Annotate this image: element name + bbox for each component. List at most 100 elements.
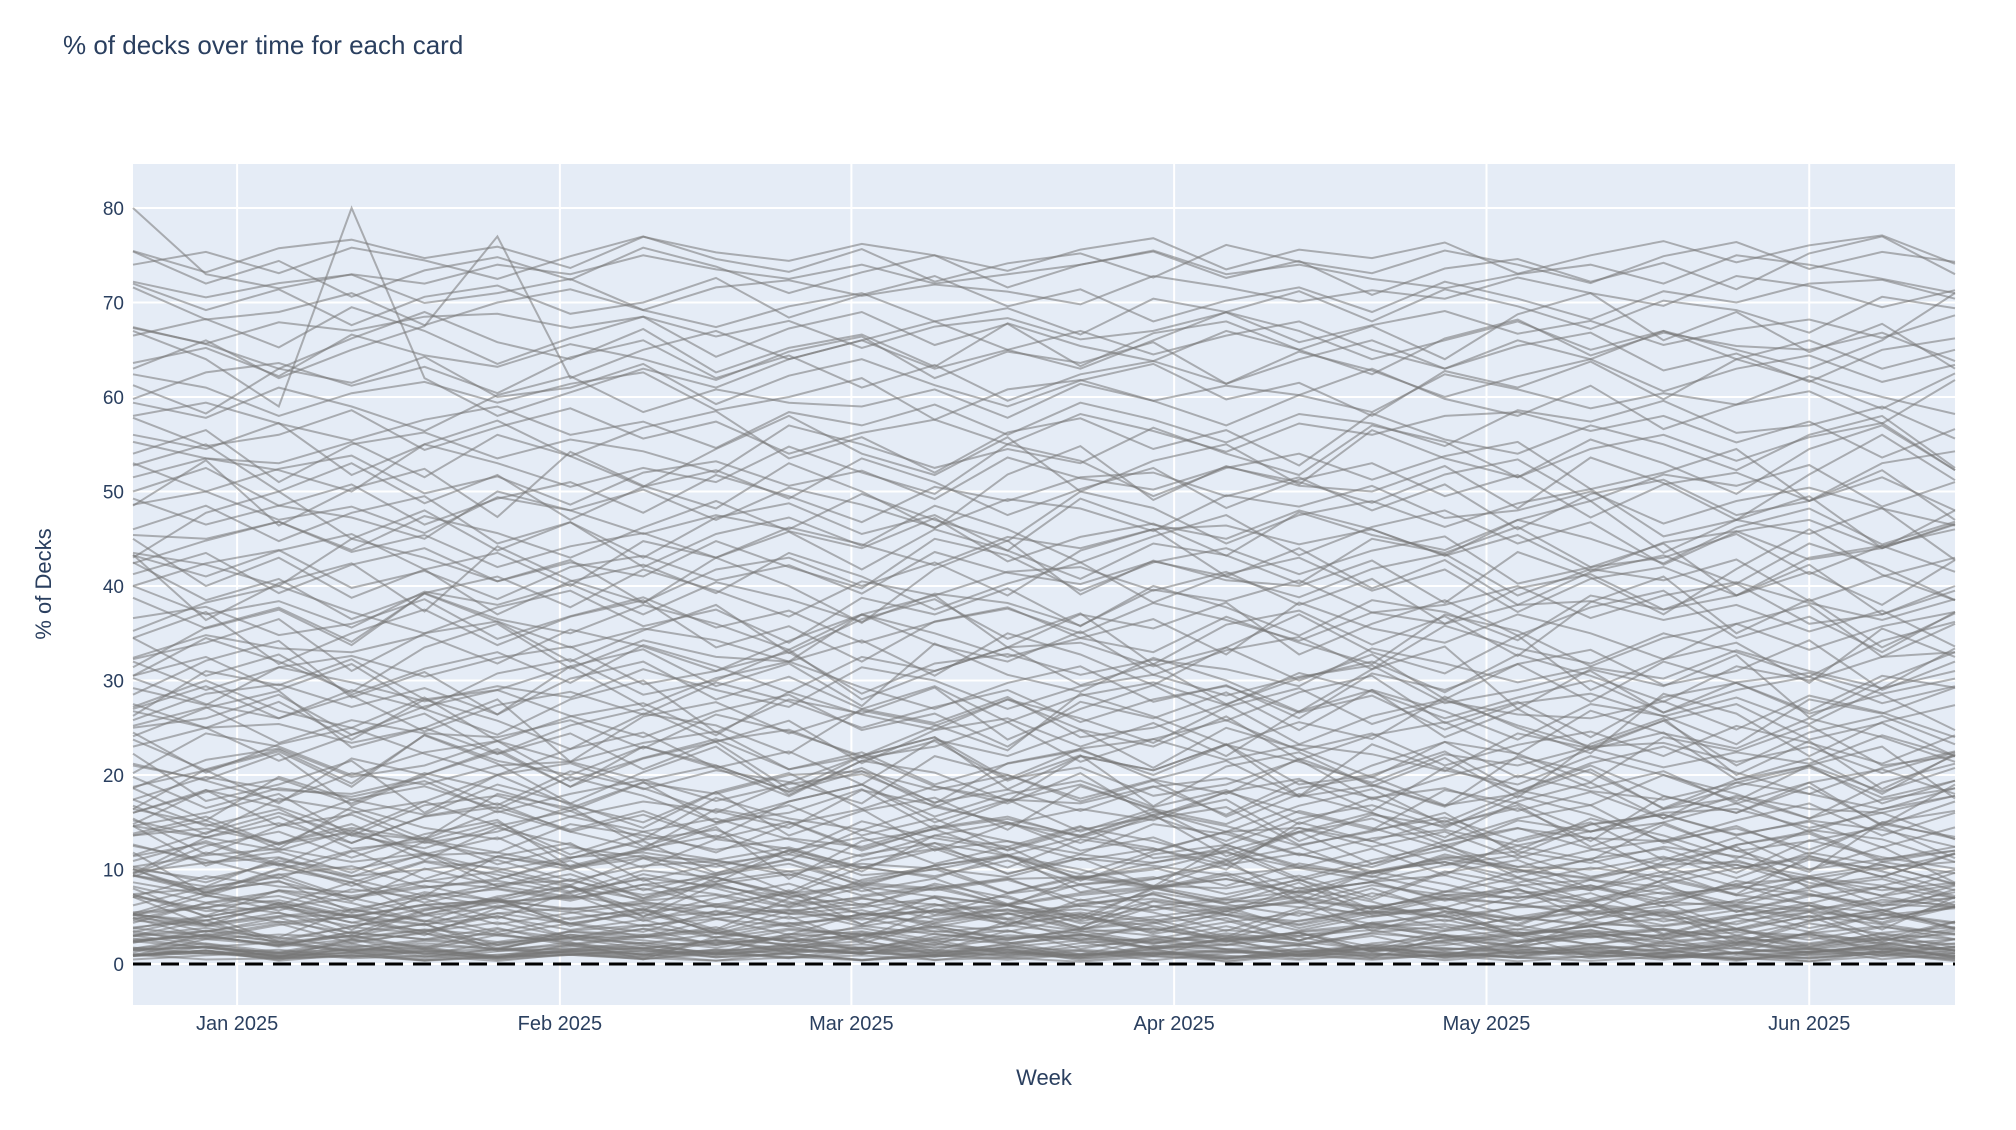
series-line xyxy=(132,839,1956,880)
series-line xyxy=(132,582,1956,644)
x-tick-label: Jun 2025 xyxy=(1768,1013,1850,1035)
x-axis-title: Week xyxy=(1016,1065,1072,1090)
series-line xyxy=(132,787,1956,837)
series-line xyxy=(132,698,1956,763)
series-line xyxy=(132,858,1956,907)
series-line xyxy=(132,207,1956,295)
series-line xyxy=(132,766,1956,818)
series-line xyxy=(132,466,1956,531)
series-line xyxy=(132,639,1956,719)
series-line xyxy=(132,499,1956,565)
series-line xyxy=(132,292,1956,370)
series-line xyxy=(132,421,1956,484)
series-line xyxy=(132,443,1956,522)
y-tick-label: 10 xyxy=(103,861,124,882)
series-line xyxy=(132,645,1956,695)
series-line xyxy=(132,927,1956,949)
series-line xyxy=(132,414,1956,496)
series-line xyxy=(132,331,1956,385)
series-line xyxy=(132,840,1956,873)
series-line xyxy=(132,686,1956,748)
series-line xyxy=(132,488,1956,550)
series-line xyxy=(132,944,1956,962)
series-line xyxy=(132,743,1956,805)
series-line xyxy=(132,273,1956,312)
series-line xyxy=(132,945,1956,961)
series-line xyxy=(132,599,1956,666)
x-tick-label: Jan 2025 xyxy=(196,1013,278,1035)
series-line xyxy=(132,235,1956,298)
series-line xyxy=(132,407,1956,459)
series-line xyxy=(132,579,1956,629)
series-line xyxy=(132,730,1956,780)
series-line xyxy=(132,309,1956,349)
series-line xyxy=(132,724,1956,786)
series-line xyxy=(132,613,1956,694)
series-line xyxy=(132,794,1956,848)
series-line xyxy=(132,896,1956,945)
series-line xyxy=(132,908,1956,942)
x-tick-label: Feb 2025 xyxy=(518,1013,603,1035)
series-line xyxy=(132,589,1956,656)
y-tick-label: 0 xyxy=(113,955,124,976)
y-tick-label: 20 xyxy=(103,766,124,787)
series-line xyxy=(132,613,1956,678)
x-tick-label: Mar 2025 xyxy=(809,1013,894,1035)
series-line xyxy=(132,877,1956,911)
series-line xyxy=(132,495,1956,561)
series-line xyxy=(132,802,1956,850)
series-line xyxy=(132,804,1956,858)
series-line xyxy=(132,939,1956,957)
series-line xyxy=(132,840,1956,889)
series-line xyxy=(132,756,1956,809)
chart-title: % of decks over time for each card xyxy=(63,30,464,60)
x-tick-label: May 2025 xyxy=(1443,1013,1531,1035)
series-line xyxy=(132,688,1956,767)
series-line xyxy=(132,234,1956,380)
series-line xyxy=(132,637,1956,701)
series-line xyxy=(132,719,1956,771)
series-line xyxy=(132,943,1956,959)
series-line xyxy=(132,821,1956,860)
series-line xyxy=(132,869,1956,907)
y-tick-label: 30 xyxy=(103,672,124,693)
series-line xyxy=(132,818,1956,881)
series-line xyxy=(132,286,1956,336)
series-line xyxy=(132,484,1956,535)
series-line xyxy=(132,235,1956,285)
series-line xyxy=(132,664,1956,714)
series-line xyxy=(132,773,1956,814)
series-line xyxy=(132,367,1956,433)
series-line xyxy=(132,903,1956,930)
y-tick-label: 40 xyxy=(103,577,124,598)
series-line xyxy=(132,856,1956,882)
series-line xyxy=(132,884,1956,911)
series-line xyxy=(132,927,1956,944)
series-line xyxy=(132,897,1956,917)
series-line xyxy=(132,528,1956,607)
series-line xyxy=(132,874,1956,901)
series-line xyxy=(132,433,1956,530)
series-line xyxy=(132,355,1956,418)
series-line xyxy=(132,901,1956,927)
series-line xyxy=(132,764,1956,829)
series-line xyxy=(132,561,1956,625)
series-line xyxy=(132,549,1956,603)
series-line xyxy=(132,440,1956,503)
series-line xyxy=(132,596,1956,648)
series-line xyxy=(132,399,1956,450)
series-line xyxy=(132,205,1956,417)
series-line xyxy=(132,874,1956,902)
y-tick-label: 80 xyxy=(103,199,124,220)
y-tick-label: 50 xyxy=(103,483,124,504)
series-line xyxy=(132,339,1956,402)
series-line xyxy=(132,689,1956,764)
y-tick-label: 60 xyxy=(103,388,124,409)
y-tick-label: 70 xyxy=(103,294,124,315)
x-tick-label: Apr 2025 xyxy=(1134,1013,1215,1035)
series-line xyxy=(132,815,1956,865)
series-line xyxy=(132,670,1956,733)
series-line xyxy=(132,234,1956,275)
